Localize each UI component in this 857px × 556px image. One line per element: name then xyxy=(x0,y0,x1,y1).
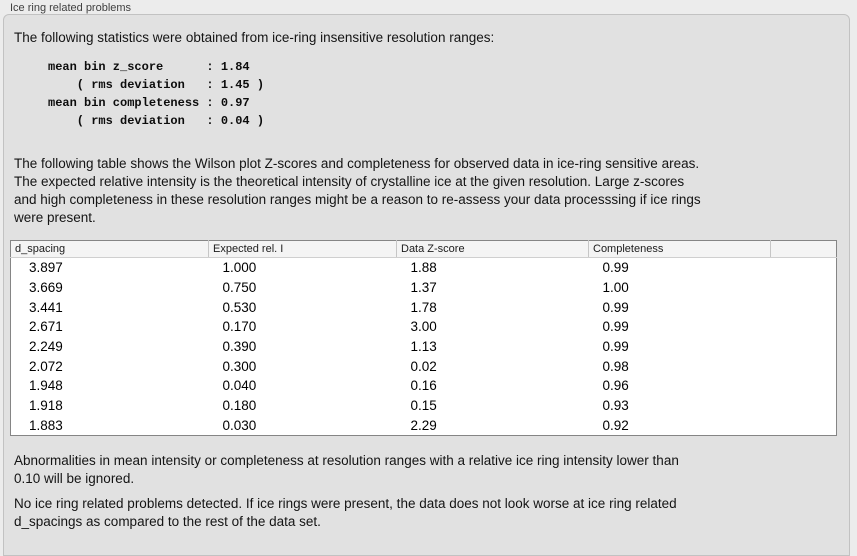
expected-rel-i-value: 0.040 xyxy=(222,378,257,394)
data-z-score-value: 2.29 xyxy=(410,417,437,433)
empty-cell xyxy=(771,356,837,376)
d-spacing-value: 1.883 xyxy=(29,417,63,433)
completeness-value: 0.99 xyxy=(602,299,629,315)
empty-cell xyxy=(771,278,837,298)
column-header-empty xyxy=(770,240,837,258)
conclusion-note: No ice ring related problems detected. I… xyxy=(14,496,677,530)
expected-rel-i-value: 0.170 xyxy=(222,319,257,335)
data-z-score-value: 1.78 xyxy=(410,299,437,315)
empty-cell xyxy=(771,416,837,436)
panel-title: Ice ring related problems xyxy=(10,2,132,14)
column-header-completeness[interactable]: Completeness xyxy=(588,240,771,258)
d-spacing-value: 3.441 xyxy=(29,299,63,315)
data-z-score-value: 1.13 xyxy=(410,339,437,355)
empty-cell xyxy=(771,258,837,278)
data-z-score-value: 1.88 xyxy=(410,260,437,276)
column-header-expected-rel-i[interactable]: Expected rel. I xyxy=(208,240,397,258)
d-spacing-value: 2.249 xyxy=(29,339,63,355)
data-z-score-value: 0.15 xyxy=(410,398,437,414)
d-spacing-value: 1.948 xyxy=(29,378,63,394)
intro-text: The following statistics were obtained f… xyxy=(14,30,495,45)
table-row[interactable]: 2.671 0.170 3.00 0.99 xyxy=(11,317,837,337)
table-row[interactable]: 3.897 1.000 1.88 0.99 xyxy=(11,258,837,278)
completeness-value: 0.96 xyxy=(602,378,629,394)
table-row[interactable]: 2.072 0.300 0.02 0.98 xyxy=(11,356,837,376)
empty-cell xyxy=(771,376,837,396)
table-row[interactable]: 1.883 0.030 2.29 0.92 xyxy=(11,416,837,436)
data-z-score-value: 3.00 xyxy=(410,319,437,335)
stats-block: mean bin z_score : 1.84 ( rms deviation … xyxy=(48,60,265,128)
completeness-value: 0.93 xyxy=(602,398,629,414)
empty-cell xyxy=(771,337,837,357)
expected-rel-i-value: 0.750 xyxy=(222,280,257,296)
d-spacing-value: 1.918 xyxy=(29,398,63,414)
expected-rel-i-value: 1.000 xyxy=(222,260,257,276)
table-intro-text: The following table shows the Wilson plo… xyxy=(14,156,701,225)
d-spacing-value: 3.897 xyxy=(29,260,63,276)
expected-rel-i-value: 0.030 xyxy=(222,417,257,433)
completeness-value: 0.92 xyxy=(602,417,629,433)
expected-rel-i-value: 0.530 xyxy=(222,299,257,315)
completeness-value: 0.99 xyxy=(602,339,629,355)
column-header-data-z-score[interactable]: Data Z-score xyxy=(396,240,589,258)
d-spacing-value: 3.669 xyxy=(29,280,63,296)
table-row[interactable]: 1.948 0.040 0.16 0.96 xyxy=(11,376,837,396)
empty-cell xyxy=(771,396,837,416)
data-z-score-value: 1.37 xyxy=(410,280,437,296)
data-z-score-value: 0.16 xyxy=(410,378,437,394)
expected-rel-i-value: 0.300 xyxy=(222,358,257,374)
table-header-row: d_spacing Expected rel. I Data Z-score C… xyxy=(10,240,837,258)
ice-ring-group-box: The following statistics were obtained f… xyxy=(3,14,850,556)
ignore-rule-note: Abnormalities in mean intensity or compl… xyxy=(14,453,679,487)
completeness-value: 0.98 xyxy=(602,358,629,374)
table-row[interactable]: 2.249 0.390 1.13 0.99 xyxy=(11,337,837,357)
completeness-value: 0.99 xyxy=(602,319,629,335)
completeness-value: 0.99 xyxy=(602,260,629,276)
table-row[interactable]: 1.918 0.180 0.15 0.93 xyxy=(11,396,837,416)
table-row[interactable]: 3.669 0.750 1.37 1.00 xyxy=(11,278,837,298)
expected-rel-i-value: 0.390 xyxy=(222,339,257,355)
d-spacing-value: 2.671 xyxy=(29,319,63,335)
data-z-score-value: 0.02 xyxy=(410,358,437,374)
ice-ring-table: d_spacing Expected rel. I Data Z-score C… xyxy=(10,240,837,437)
table-row[interactable]: 3.441 0.530 1.78 0.99 xyxy=(11,297,837,317)
empty-cell xyxy=(771,297,837,317)
column-header-d-spacing[interactable]: d_spacing xyxy=(10,240,209,258)
empty-cell xyxy=(771,317,837,337)
completeness-value: 1.00 xyxy=(602,280,629,296)
expected-rel-i-value: 0.180 xyxy=(222,398,257,414)
d-spacing-value: 2.072 xyxy=(29,358,63,374)
